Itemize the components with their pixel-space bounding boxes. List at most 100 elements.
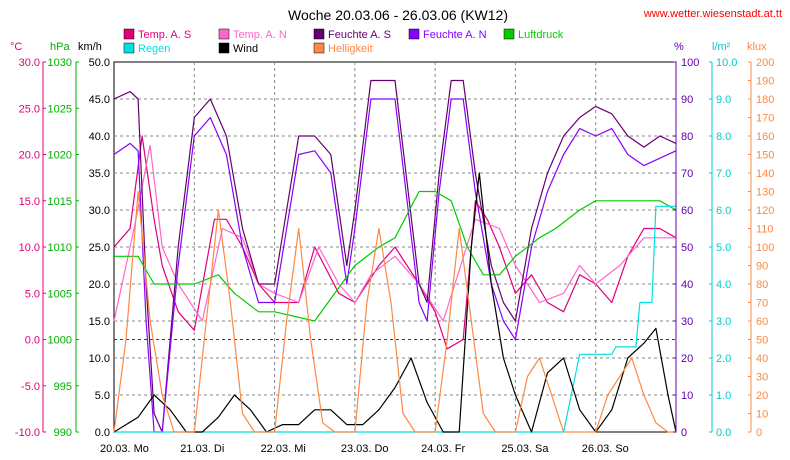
chart-title: Woche 20.03.06 - 26.03.06 (KW12)	[288, 7, 508, 23]
series-line-luftdruck	[114, 190, 677, 322]
legend-swatch	[218, 28, 230, 40]
series-line-feuchte-a-n	[113, 98, 677, 433]
axis-unit-light: klux	[747, 41, 767, 53]
legend-label: Helligkeit	[328, 43, 373, 55]
tick-label-temp: 15.0	[19, 196, 40, 208]
x-tick-label: 22.03. Mi	[261, 443, 306, 455]
tick-label-wind: 0.0	[95, 427, 110, 439]
source-url: www.wetter.wiesenstadt.at.tt	[643, 8, 782, 20]
tick-label-pressure: 990	[54, 427, 72, 439]
series-layer	[113, 79, 677, 433]
x-tick-label: 24.03. Fr	[421, 443, 465, 455]
axis-unit-temp: °C	[10, 41, 22, 53]
series-line-feuchte-a-s	[113, 79, 677, 433]
tick-label-temp: -5.0	[21, 381, 40, 393]
x-tick-label: 21.03. Di	[180, 443, 224, 455]
tick-label-wind: 50.0	[89, 57, 110, 69]
tick-label-humidity: 70	[681, 168, 693, 180]
tick-label-light: 20	[756, 390, 768, 402]
tick-label-rain: 9.0	[716, 94, 731, 106]
tick-label-light: 70	[756, 298, 768, 310]
tick-label-rain: 1.0	[716, 390, 731, 402]
legend-swatch	[218, 42, 230, 54]
axis-unit-pressure: hPa	[50, 41, 70, 53]
legend: Temp. A. S Temp. A. N Feuchte A. S Feuchte …	[123, 28, 564, 55]
tick-label-light: 140	[756, 168, 774, 180]
tick-label-light: 110	[756, 224, 774, 236]
tick-label-light: 90	[756, 261, 768, 273]
x-tick-label: 26.03. So	[582, 443, 629, 455]
tick-label-humidity: 10	[681, 390, 693, 402]
tick-label-rain: 5.0	[716, 242, 731, 254]
tick-label-light: 10	[756, 409, 768, 421]
axis-unit-rain: l/m²	[712, 41, 731, 53]
tick-label-light: 130	[756, 187, 774, 199]
series-line-wind	[113, 172, 677, 433]
tick-label-temp: 25.0	[19, 103, 40, 115]
tick-label-light: 100	[756, 242, 774, 254]
tick-label-temp: 20.0	[19, 150, 40, 162]
legend-label: Temp. A. N	[233, 29, 287, 41]
tick-label-temp: 5.0	[25, 288, 40, 300]
tick-label-rain: 8.0	[716, 131, 731, 143]
tick-label-humidity: 100	[681, 57, 699, 69]
legend-label: Feuchte A. N	[423, 29, 487, 41]
tick-label-wind: 10.0	[89, 353, 110, 365]
tick-label-pressure: 1015	[48, 196, 72, 208]
tick-label-wind: 35.0	[89, 168, 110, 180]
tick-label-pressure: 1010	[48, 242, 72, 254]
tick-label-rain: 7.0	[716, 168, 731, 180]
tick-label-pressure: 1020	[48, 150, 72, 162]
legend-swatch	[313, 28, 325, 40]
legend-swatch	[408, 28, 420, 40]
tick-label-rain: 4.0	[716, 279, 731, 291]
tick-label-light: 30	[756, 372, 768, 384]
tick-label-rain: 10.0	[716, 57, 737, 69]
tick-label-light: 170	[756, 113, 774, 125]
legend-swatch	[123, 28, 135, 40]
tick-label-temp: -10.0	[15, 427, 40, 439]
tick-label-wind: 15.0	[89, 316, 110, 328]
tick-label-rain: 2.0	[716, 353, 731, 365]
legend-label: Luftdruck	[518, 29, 564, 41]
legend-swatch	[313, 42, 325, 54]
tick-label-temp: 10.0	[19, 242, 40, 254]
series-line-helligkeit	[113, 190, 676, 433]
x-tick-label: 23.03. Do	[341, 443, 389, 455]
axis-unit-humidity: %	[674, 41, 684, 53]
tick-label-wind: 5.0	[95, 390, 110, 402]
tick-label-light: 60	[756, 316, 768, 328]
tick-label-pressure: 1030	[48, 57, 72, 69]
legend-label: Feuchte A. S	[328, 29, 391, 41]
tick-label-wind: 30.0	[89, 205, 110, 217]
tick-label-humidity: 80	[681, 131, 693, 143]
tick-label-wind: 40.0	[89, 131, 110, 143]
series-line-temp-a-s	[113, 135, 677, 350]
series-line-temp-a-n	[113, 144, 676, 322]
tick-label-humidity: 50	[681, 242, 693, 254]
tick-label-humidity: 60	[681, 205, 693, 217]
tick-label-temp: 30.0	[19, 57, 40, 69]
tick-label-humidity: 90	[681, 94, 693, 106]
series-line-regen	[114, 205, 676, 433]
legend-label: Regen	[138, 43, 170, 55]
tick-label-light: 200	[756, 57, 774, 69]
tick-label-light: 160	[756, 131, 774, 143]
tick-label-light: 150	[756, 150, 774, 162]
tick-label-light: 180	[756, 94, 774, 106]
tick-label-light: 50	[756, 335, 768, 347]
tick-label-rain: 0.0	[716, 427, 731, 439]
tick-label-pressure: 1000	[48, 335, 72, 347]
tick-label-humidity: 20	[681, 353, 693, 365]
tick-label-light: 80	[756, 279, 768, 291]
x-tick-label: 20.03. Mo	[100, 443, 149, 455]
tick-label-light: 0	[756, 427, 762, 439]
tick-label-pressure: 1005	[48, 288, 72, 300]
tick-label-rain: 3.0	[716, 316, 731, 328]
legend-label: Wind	[233, 43, 258, 55]
tick-label-light: 40	[756, 353, 768, 365]
tick-label-pressure: 1025	[48, 103, 72, 115]
tick-label-wind: 20.0	[89, 279, 110, 291]
axes-layer: 30.025.020.015.010.05.00.0-5.0-10.0°C103…	[10, 41, 774, 455]
